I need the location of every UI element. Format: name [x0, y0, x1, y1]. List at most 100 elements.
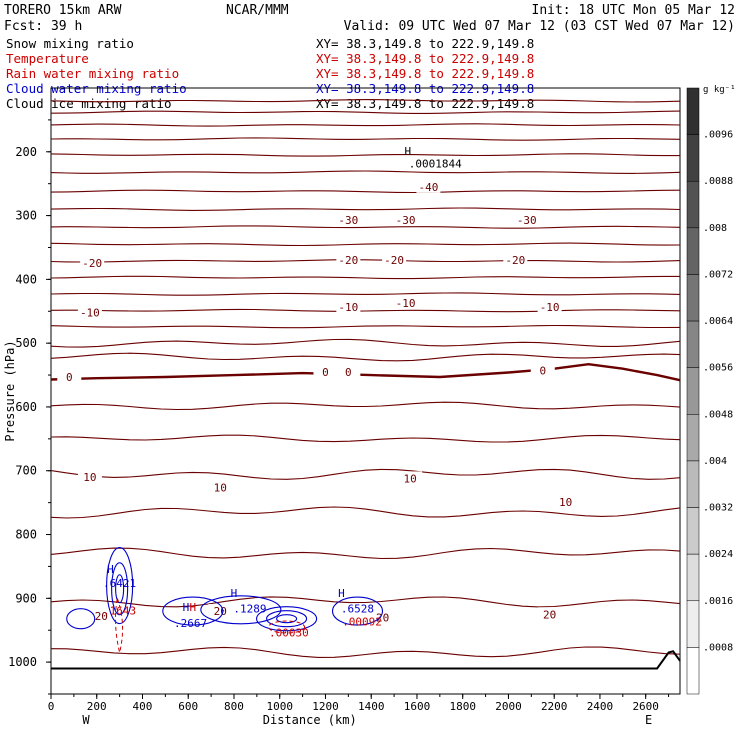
isotherm-label: 0: [345, 366, 352, 379]
isotherm-label-bg: [336, 364, 361, 378]
cloud-water-contour: [266, 610, 308, 628]
isotherm-line: [50, 275, 680, 280]
colorbar-segment: [686, 600, 700, 648]
isotherm-label-bg: [553, 494, 578, 508]
colorbar-segment: [686, 507, 700, 555]
y-tick-label: 600: [15, 400, 37, 414]
colorbar-segment: [686, 647, 700, 695]
isotherm-label: 0: [66, 371, 73, 384]
isotherm-line: [50, 434, 681, 443]
isotherm-label: -20: [82, 257, 102, 270]
x-tick-label: 1800: [449, 700, 476, 713]
isotherm-label: 0: [539, 365, 546, 378]
isotherm-label: -10: [540, 301, 560, 314]
isotherm-line: [50, 506, 681, 519]
isotherm-line: [50, 153, 680, 157]
colorbar-level-label: .0016: [703, 596, 733, 607]
isotherm-line: [50, 547, 681, 560]
x-tick-label: 2000: [495, 700, 522, 713]
y-tick-label: 200: [15, 145, 37, 159]
model-title: TORERO 15km ARW: [4, 3, 122, 18]
isotherm-line: [50, 225, 681, 229]
isotherm-label: 10: [403, 472, 416, 485]
isotherm-line: [50, 207, 681, 211]
colorbar-segment: [686, 274, 700, 322]
organization: NCAR/MMM: [226, 3, 289, 18]
isotherm-label: -20: [384, 254, 404, 267]
colorbar-segment: [686, 180, 700, 229]
legend-entry-xy: XY= 38.3,149.8 to 222.9,149.8: [316, 36, 534, 51]
x-tick-label: 1400: [358, 700, 385, 713]
colorbar-level-label: .0032: [703, 503, 733, 514]
isotherm-label-bg: [313, 364, 338, 378]
x-tick-label: 2200: [541, 700, 568, 713]
contour-annotation: H: [405, 145, 412, 158]
contour-annotation: H: [189, 601, 196, 614]
isotherm-label-bg: [80, 255, 105, 269]
isotherm-line: [50, 110, 681, 114]
colorbar-level-label: .0048: [703, 409, 733, 420]
east-label: E: [645, 713, 652, 727]
contour-annotation: H: [183, 601, 190, 614]
isotherm-label: -40: [418, 181, 438, 194]
isotherm-label: 0: [322, 366, 329, 379]
cloud-water-contour: [66, 608, 96, 630]
isotherm-label: -10: [396, 297, 416, 310]
colorbar-level-label: .0056: [703, 363, 733, 374]
cloud-water-contour: [331, 596, 384, 626]
y-tick-label: 900: [15, 591, 37, 605]
y-tick-label: 1000: [8, 655, 37, 669]
valid-time: Valid: 09 UTC Wed 07 Mar 12 (03 CST Wed …: [344, 19, 735, 34]
x-tick-label: 400: [133, 700, 153, 713]
colorbar-level-label: .0096: [703, 130, 733, 141]
isotherm-line: [50, 338, 681, 348]
isotherm-zero-line: [50, 362, 681, 382]
colorbar-segment: [686, 553, 700, 602]
legend-entry-name: Cloud ice mixing ratio: [6, 96, 172, 111]
x-tick-label: 600: [178, 700, 198, 713]
contour-annotation: .6421: [103, 577, 136, 590]
isotherm-label: -30: [396, 214, 416, 227]
isotherm-label: 20: [543, 608, 556, 621]
isotherm-label-bg: [208, 604, 233, 618]
legend-entry-name: Rain water mixing ratio: [6, 66, 179, 81]
contour-annotation: H: [231, 587, 238, 600]
contour-annotation: .1643: [103, 604, 136, 617]
isotherm-line: [50, 646, 681, 658]
x-tick-label: 0: [48, 700, 55, 713]
y-tick-label: 300: [15, 209, 37, 223]
legend-entry-name: Snow mixing ratio: [6, 36, 134, 51]
isotherm-label-bg: [57, 369, 82, 383]
isotherm-label-bg: [393, 295, 418, 309]
forecast-hour: Fcst: 39 h: [4, 19, 82, 34]
colorbar-unit: g kg⁻¹: [703, 85, 736, 95]
isotherm-line: [50, 352, 681, 362]
west-label: W: [82, 713, 90, 727]
cloud-water-contour: [106, 547, 134, 625]
isotherm-label: 20: [376, 611, 389, 624]
contour-annotation: H: [107, 563, 114, 576]
terrain-surface-line: [51, 650, 681, 670]
init-time: Init: 18 UTC Mon 05 Mar 12: [532, 3, 736, 18]
colorbar-segment: [686, 460, 700, 508]
cloud-water-contour: [115, 574, 125, 604]
x-tick-label: 200: [87, 700, 107, 713]
isotherm-label-bg: [89, 609, 114, 623]
isotherm-label-bg: [537, 607, 562, 621]
cloud-water-contour: [276, 614, 298, 624]
isotherm-label: 20: [214, 605, 227, 618]
isotherm-label-bg: [514, 213, 539, 227]
isotherm-line: [50, 242, 681, 247]
y-tick-label: 800: [15, 528, 37, 542]
colorbar-level-label: .004: [703, 456, 727, 467]
colorbar-level-label: .0008: [703, 642, 733, 653]
isotherm-label-bg: [398, 471, 423, 485]
cloud-water-contour: [256, 606, 318, 632]
isotherm-label: 10: [559, 496, 572, 509]
isotherm-label-bg: [537, 299, 562, 313]
contour-annotation: .0001844: [409, 158, 462, 171]
isotherm-line: [50, 259, 681, 263]
isotherm-label: -10: [80, 307, 100, 320]
rain-water-contour: [115, 598, 124, 653]
